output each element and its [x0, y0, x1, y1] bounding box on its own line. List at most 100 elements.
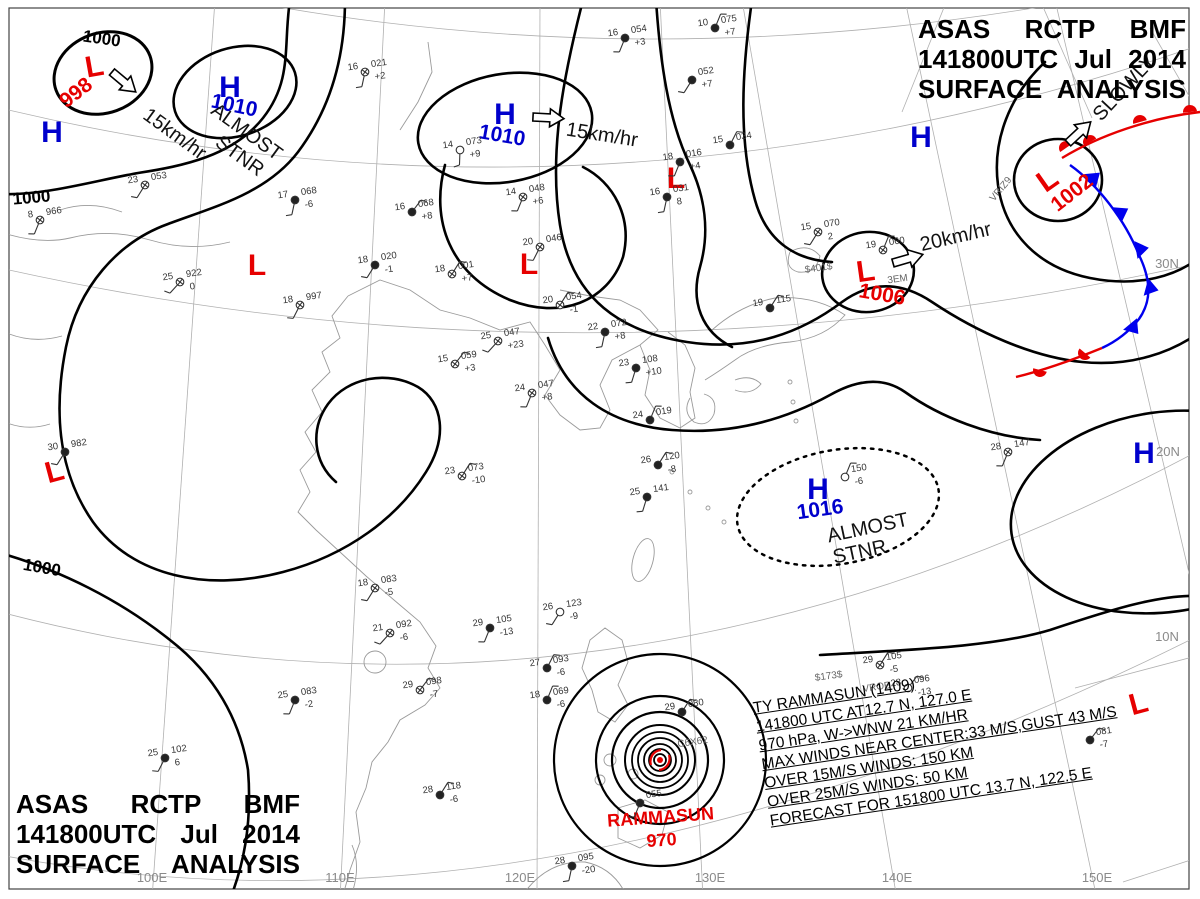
- svg-text:0: 0: [189, 281, 196, 293]
- map-label: L: [248, 249, 266, 282]
- stationary-front-tail: [1015, 346, 1103, 379]
- station-plot: 17 068-6: [277, 185, 317, 217]
- station-plot: 25 141: [629, 482, 669, 513]
- title-line: SURFACE ANALYSIS: [16, 849, 300, 879]
- station-plot: 18 083-5: [357, 573, 397, 602]
- map-label: 970: [646, 829, 677, 851]
- wind-barb-icon: [601, 335, 605, 347]
- map-label: C6X62: [677, 735, 709, 750]
- station-circle-icon: [555, 607, 565, 617]
- station-plot: 28 096-13: [890, 673, 932, 699]
- map-label: 3EM: [887, 273, 909, 287]
- svg-text:16: 16: [394, 201, 406, 213]
- svg-text:118: 118: [445, 780, 462, 793]
- station-plot: 14 073+9: [442, 135, 482, 168]
- svg-text:-1: -1: [569, 304, 579, 316]
- map-label: L: [667, 162, 685, 195]
- map-label: 100E: [137, 870, 168, 885]
- title-word: RCTP: [1024, 14, 1096, 44]
- station-plot: 27 093-6: [529, 653, 570, 679]
- title-line: 141800UTC Jul 2014: [16, 819, 300, 849]
- wind-barb-icon: [1001, 455, 1008, 467]
- svg-text:24: 24: [632, 409, 644, 421]
- svg-text:-20: -20: [581, 864, 596, 877]
- svg-text:020: 020: [380, 250, 397, 263]
- title-word: ANALYSIS: [170, 849, 300, 879]
- svg-text:+4: +4: [689, 160, 701, 172]
- station-plot: 18 020-1: [357, 250, 397, 279]
- svg-text:25: 25: [629, 486, 641, 498]
- station-plot: 23 053: [127, 170, 167, 199]
- station-circle-icon: [455, 145, 465, 155]
- wind-barb-icon: [458, 153, 461, 166]
- svg-text:+6: +6: [532, 195, 544, 207]
- wind-barb-icon: [809, 234, 817, 246]
- svg-text:29: 29: [862, 654, 874, 666]
- svg-text:19: 19: [752, 297, 764, 309]
- station-circle-icon: [435, 790, 445, 800]
- wind-barb-icon: [771, 294, 779, 306]
- svg-text:25: 25: [162, 271, 174, 283]
- svg-text:059: 059: [460, 349, 477, 362]
- svg-text:095: 095: [577, 851, 594, 864]
- svg-text:21: 21: [372, 622, 384, 634]
- wind-barb-icon: [881, 651, 889, 663]
- wind-barb-icon: [483, 631, 490, 643]
- svg-text:966: 966: [45, 205, 62, 218]
- station-circle-icon: [710, 23, 720, 33]
- svg-text:-1: -1: [384, 264, 394, 276]
- svg-text:15: 15: [712, 134, 724, 146]
- wind-barb-icon: [421, 677, 430, 688]
- map-label: 120E: [505, 870, 536, 885]
- wind-barb-icon: [169, 284, 178, 294]
- svg-text:25: 25: [277, 689, 289, 701]
- svg-text:16: 16: [607, 27, 619, 39]
- svg-text:14: 14: [442, 139, 454, 151]
- station-plot: 24 047+8: [514, 378, 554, 408]
- svg-text:080: 080: [687, 697, 704, 710]
- svg-text:150: 150: [850, 462, 867, 475]
- wind-barb-icon: [551, 614, 559, 626]
- title-line: ASAS RCTP BMF: [16, 789, 300, 819]
- svg-text:16: 16: [347, 61, 359, 73]
- svg-text:-6: -6: [556, 699, 566, 711]
- title-word: BMF: [1129, 14, 1186, 44]
- wind-barb-icon: [136, 187, 144, 199]
- station-circle-icon: [725, 140, 735, 150]
- warm-front-line: [1061, 110, 1200, 160]
- wind-barb-icon: [463, 462, 471, 474]
- station-circle-icon: [290, 195, 300, 205]
- svg-text:-9: -9: [569, 611, 579, 623]
- map-label: $173$: [814, 669, 844, 684]
- station-plot: 14 048+6: [505, 182, 545, 212]
- svg-text:+8: +8: [541, 391, 553, 403]
- svg-text:019: 019: [655, 405, 672, 418]
- station-plot: 26 123-9: [542, 597, 582, 626]
- svg-text:29: 29: [402, 679, 414, 691]
- svg-text:075: 075: [720, 13, 737, 26]
- coastlines: [9, 41, 846, 889]
- svg-text:+3: +3: [464, 362, 476, 374]
- svg-text:073: 073: [465, 135, 482, 148]
- title-word: 2014: [1128, 44, 1186, 74]
- map-label: 150E: [1082, 870, 1113, 885]
- wind-barb-icon: [456, 351, 465, 362]
- svg-text:18: 18: [434, 263, 446, 275]
- station-plot: 29 080: [664, 697, 704, 717]
- title-word: ASAS: [918, 14, 991, 44]
- cold-front-triangles: [1084, 172, 1159, 334]
- svg-text:8: 8: [27, 209, 34, 221]
- svg-text:18: 18: [662, 151, 674, 163]
- svg-text:22: 22: [587, 321, 599, 333]
- map-label: H: [807, 473, 829, 506]
- station-plot: 30 982: [47, 437, 87, 466]
- wind-barb-icon: [561, 291, 569, 303]
- svg-text:098: 098: [425, 675, 442, 688]
- wind-barb-icon: [659, 451, 667, 463]
- svg-text:23: 23: [127, 174, 139, 186]
- svg-text:141: 141: [652, 482, 669, 495]
- station-plot: 052+7: [678, 65, 714, 94]
- map-label: 1016: [795, 495, 844, 524]
